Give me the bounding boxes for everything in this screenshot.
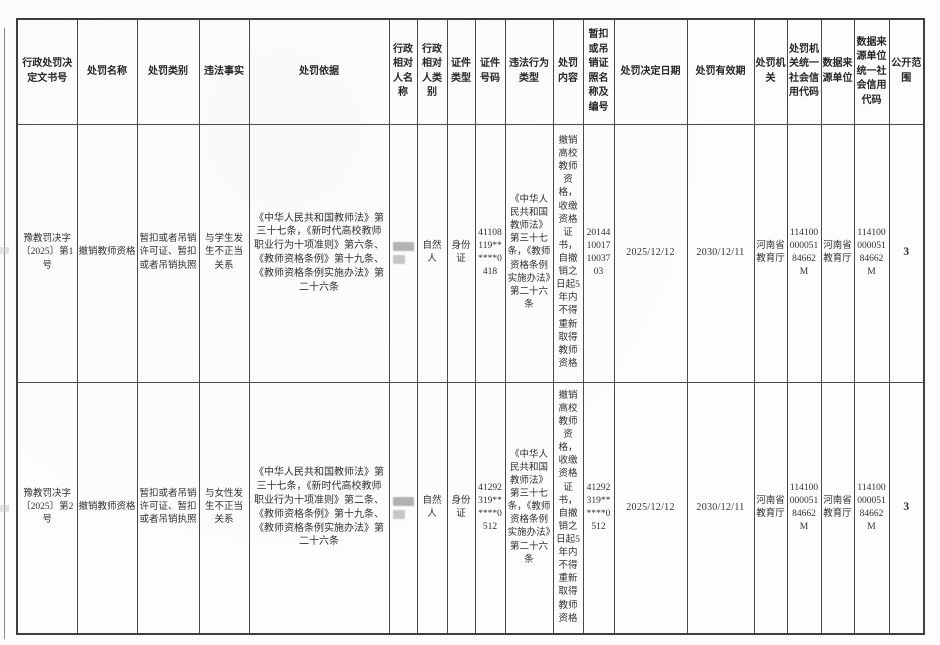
col-header-party_name: 行政相对人名称: [388, 18, 418, 125]
col-header-penalty_category: 处罚类别: [136, 18, 200, 125]
cell-source_credit_code: 11410000005184662M: [853, 123, 890, 383]
cell-decision_date: 2025/12/12: [613, 381, 688, 635]
col-header-source_unit: 数据来源单位: [820, 18, 855, 125]
cell-id_number: 41108119******0418: [474, 123, 506, 383]
cell-penalty_name: 撤销教师资格: [76, 381, 138, 635]
cell-valid_until: 2030/12/11: [686, 381, 755, 635]
cell-doc_no: 豫教罚决字〔2025〕第2号: [16, 381, 78, 635]
cell-violation_type: 《中华人民共和国教师法》第三十七条，《教师资格条例实施办法》第二十六条: [504, 381, 554, 635]
scan-artifact: [0, 505, 9, 512]
redacted-name-mosaic: [391, 242, 416, 264]
cell-decision_date: 2025/12/12: [613, 123, 688, 383]
col-header-license_no: 暂扣或吊销证照名称及编号: [582, 18, 615, 125]
cell-source_unit: 河南省教育厅: [820, 381, 855, 635]
cell-public_scope: 3: [888, 381, 925, 635]
redaction-block: [392, 496, 414, 506]
col-header-penalty_name: 处罚名称: [76, 18, 138, 125]
cell-illegal_fact: 与学生发生不正当关系: [198, 123, 250, 383]
cell-authority_credit_code: 11410000005184662M: [786, 381, 822, 635]
cell-license_no: 41292319******0512: [582, 381, 615, 635]
col-header-decision_date: 处罚决定日期: [613, 18, 688, 125]
col-header-public_scope: 公开范围: [888, 18, 925, 125]
col-header-illegal_fact: 违法事实: [198, 18, 250, 125]
cell-penalty_basis: 《中华人民共和国教师法》第三十七条，《新时代高校教师职业行为十项准则》第六条、《…: [248, 123, 390, 383]
col-header-doc_no: 行政处罚决定文书号: [16, 18, 78, 125]
table-header-row: 行政处罚决定文书号 处罚名称 处罚类别 违法事实 处罚依据 行政相对人名称 行政相对人类别证…: [16, 18, 925, 125]
cell-source_credit_code: 11410000005184662M: [853, 381, 890, 635]
table-row: 豫教罚决字〔2025〕第1号 撤销教师资格 暂扣或者吊销许可证、暂扣或者吊销执照 与学…: [16, 123, 925, 383]
redacted-name-mosaic: [391, 496, 416, 519]
cell-penalty_content: 撤销高校教师资格，收缴资格证书，自撤销之日起5年内不得重新取得教师资格: [552, 123, 584, 383]
cell-authority: 河南省教育厅: [753, 123, 788, 383]
col-header-authority_credit_code: 处罚机关统一社会信用代码: [786, 18, 822, 125]
cell-penalty_category: 暂扣或者吊销许可证、暂扣或者吊销执照: [136, 381, 200, 635]
col-header-authority: 处罚机关: [753, 18, 788, 125]
cell-valid_until: 2030/12/11: [686, 123, 755, 383]
cell-authority_credit_code: 11410000005184662M: [786, 123, 822, 383]
cell-party_name: [388, 123, 418, 383]
cell-penalty_basis: 《中华人民共和国教师法》第三十七条，《新时代高校教师职业行为十项准则》第二条、《…: [248, 381, 390, 635]
scan-artifact: [0, 247, 9, 254]
redaction-block: [392, 509, 405, 519]
cell-penalty_name: 撤销教师资格: [76, 123, 138, 383]
cell-authority: 河南省教育厅: [753, 381, 788, 635]
cell-violation_type: 《中华人民共和国教师法》第三十七条，《教师资格条例实施办法》第二十六条: [504, 123, 554, 383]
redaction-block: [392, 242, 414, 251]
cell-party_name: [388, 381, 418, 635]
col-header-party_type: 行政相对人类别: [416, 18, 448, 125]
cell-id_number: 41292319******0512: [474, 381, 506, 635]
cropped-left-column-edge: [4, 28, 5, 639]
administrative-penalty-table: 行政处罚决定文书号 处罚名称 处罚类别 违法事实 处罚依据 行政相对人名称 行政相对人类别证…: [16, 18, 925, 635]
col-header-penalty_content: 处罚内容: [552, 18, 584, 125]
col-header-valid_until: 处罚有效期: [686, 18, 755, 125]
cell-party_type: 自然人: [416, 381, 448, 635]
cell-penalty_category: 暂扣或者吊销许可证、暂扣或者吊销执照: [136, 123, 200, 383]
cell-id_type: 身份证: [446, 123, 476, 383]
cell-party_type: 自然人: [416, 123, 448, 383]
table-row: 豫教罚决字〔2025〕第2号 撤销教师资格 暂扣或者吊销许可证、暂扣或者吊销执照 与女…: [16, 381, 925, 635]
cell-source_unit: 河南省教育厅: [820, 123, 855, 383]
col-header-id_number: 证件号码: [474, 18, 506, 125]
cell-public_scope: 3: [888, 123, 925, 383]
cell-illegal_fact: 与女性发生不正当关系: [198, 381, 250, 635]
col-header-id_type: 证件类型: [446, 18, 476, 125]
col-header-source_credit_code: 数据来源单位统一社会信用代码: [853, 18, 890, 125]
cell-license_no: 20144100171003703: [582, 123, 615, 383]
col-header-penalty_basis: 处罚依据: [248, 18, 390, 125]
redaction-block: [392, 255, 405, 264]
cell-id_type: 身份证: [446, 381, 476, 635]
col-header-violation_type: 违法行为类型: [504, 18, 554, 125]
cell-penalty_content: 撤销高校教师资格，收缴资格证书，自撤销之日起5年内不得重新取得教师资格: [552, 381, 584, 635]
cell-doc_no: 豫教罚决字〔2025〕第1号: [16, 123, 78, 383]
